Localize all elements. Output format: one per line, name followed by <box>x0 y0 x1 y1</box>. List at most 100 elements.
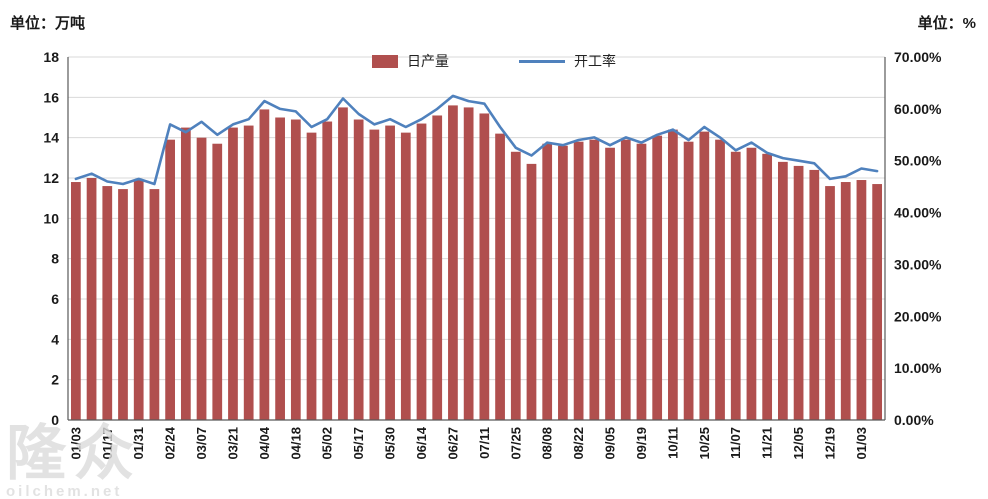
left-axis-tick-label: 6 <box>51 291 59 307</box>
bar-daily-output <box>840 182 851 420</box>
bar-daily-output <box>149 189 160 420</box>
legend-item-daily-output: 日产量 <box>372 51 449 71</box>
bar-daily-output <box>809 169 820 420</box>
right-axis-tick-label: 70.00% <box>894 49 942 65</box>
x-axis-tick-label: 11/21 <box>760 427 775 459</box>
x-axis-tick-label: 08/08 <box>540 427 555 460</box>
bar-daily-output <box>228 127 238 420</box>
bar-daily-output <box>526 163 537 420</box>
right-axis-tick-label: 50.00% <box>894 153 942 169</box>
bar-daily-output <box>825 186 835 420</box>
bar-daily-output <box>353 119 364 421</box>
x-axis-tick-label: 04/18 <box>288 427 303 460</box>
x-axis-tick-label: 05/02 <box>320 427 335 460</box>
x-axis-tick-label: 07/25 <box>508 427 523 460</box>
x-axis-tick-label: 05/30 <box>383 427 398 460</box>
bar-daily-output <box>243 125 254 420</box>
left-axis-tick-label: 8 <box>51 251 59 267</box>
bar-daily-output <box>259 109 270 421</box>
right-axis-tick-label: 0.00% <box>894 412 934 428</box>
legend-line-label: 开工率 <box>574 53 616 69</box>
bar-daily-output <box>605 147 615 420</box>
bar-daily-output <box>196 137 207 421</box>
bar-daily-output <box>589 139 600 420</box>
bar-daily-output <box>510 151 521 420</box>
x-axis-tick-label: 06/27 <box>445 427 460 460</box>
x-axis-tick-label: 01/03 <box>68 427 83 460</box>
bar-daily-output <box>730 151 741 420</box>
x-axis-tick-label: 04/04 <box>257 426 272 459</box>
bar-daily-output <box>542 143 553 420</box>
bar-daily-output <box>668 129 678 420</box>
right-axis-tick-label: 30.00% <box>894 256 942 272</box>
bar-daily-output <box>448 105 458 421</box>
legend-bar-swatch <box>372 54 398 68</box>
bar-daily-output <box>620 139 631 420</box>
x-axis-tick-label: 01/17 <box>100 427 115 460</box>
right-axis-tick-label: 10.00% <box>894 360 942 376</box>
x-axis-tick-label: 12/05 <box>791 427 806 460</box>
bar-daily-output <box>479 113 490 420</box>
bar-daily-output <box>86 178 97 420</box>
bar-daily-output <box>400 132 411 421</box>
legend: 日产量 开工率 <box>0 51 988 71</box>
bar-daily-output <box>306 132 317 421</box>
bar-daily-output <box>683 141 694 420</box>
bar-daily-output <box>778 161 788 420</box>
bar-daily-output <box>872 184 883 420</box>
bar-daily-output <box>573 141 584 420</box>
legend-line-swatch <box>519 59 565 63</box>
left-axis-tick-label: 14 <box>43 130 59 146</box>
left-axis-tick-label: 0 <box>51 412 59 428</box>
bar-daily-output <box>180 127 191 420</box>
bar-daily-output <box>652 135 663 420</box>
bar-daily-output <box>416 123 427 421</box>
x-axis-tick-label: 07/11 <box>477 427 492 459</box>
left-axis-tick-label: 16 <box>43 89 59 105</box>
bar-daily-output <box>762 153 773 421</box>
left-axis-unit-label: 单位：万吨 <box>10 15 86 32</box>
x-axis-tick-label: 12/19 <box>823 427 838 460</box>
x-axis-tick-label: 09/05 <box>603 427 618 460</box>
x-axis-tick-label: 03/07 <box>194 427 209 460</box>
x-axis-tick-label: 09/19 <box>634 427 649 460</box>
x-axis-tick-label: 02/24 <box>163 426 178 459</box>
bar-daily-output <box>165 139 175 420</box>
bar-daily-output <box>715 139 725 420</box>
x-axis-tick-label: 08/22 <box>571 427 586 460</box>
bar-daily-output <box>636 143 647 420</box>
line-operating-rate <box>74 94 879 186</box>
x-axis-tick-label: 01/03 <box>854 427 869 460</box>
x-axis-tick-label: 03/21 <box>226 427 241 460</box>
x-axis-tick-label: 11/07 <box>728 427 743 459</box>
x-axis-tick-label: 05/17 <box>351 427 366 460</box>
bar-daily-output <box>463 107 474 421</box>
bar-daily-output <box>558 145 568 421</box>
bar-daily-output <box>746 147 757 420</box>
legend-item-operating-rate: 开工率 <box>519 51 616 71</box>
bar-daily-output <box>212 143 223 420</box>
right-axis-unit-label: 单位：% <box>917 15 976 32</box>
legend-bar-label: 日产量 <box>407 53 449 69</box>
left-axis-tick-label: 10 <box>43 210 59 226</box>
bar-daily-output <box>133 180 144 420</box>
bar-daily-output <box>369 129 380 420</box>
left-axis-tick-label: 4 <box>51 331 59 347</box>
bar-daily-output <box>385 125 395 420</box>
x-axis-tick-label: 10/11 <box>665 427 680 459</box>
x-axis-tick-label: 06/14 <box>414 426 429 459</box>
right-axis-tick-label: 40.00% <box>894 205 942 221</box>
bar-daily-output <box>495 133 505 420</box>
x-axis-tick-label: 10/25 <box>697 427 712 460</box>
bar-daily-output <box>699 131 710 420</box>
right-axis-tick-label: 20.00% <box>894 308 942 324</box>
bar-daily-output <box>432 115 443 420</box>
bar-daily-output <box>275 117 285 420</box>
bar-daily-output <box>338 107 348 421</box>
bar-daily-output <box>70 182 81 420</box>
bar-daily-output <box>102 186 113 420</box>
bar-daily-output <box>322 121 333 420</box>
bar-daily-output <box>118 189 128 420</box>
